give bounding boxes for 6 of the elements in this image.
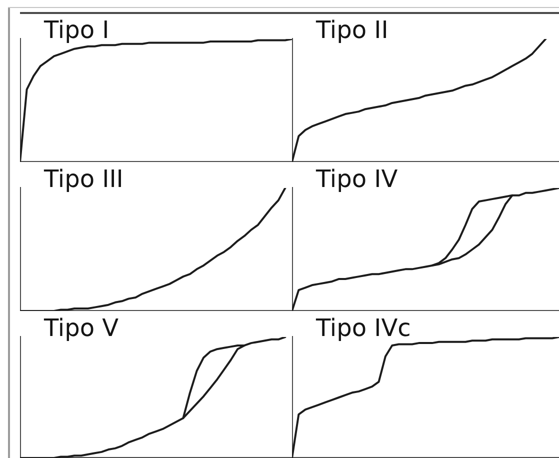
chart-title: Tipo IVc bbox=[315, 314, 411, 342]
chart-title: Tipo IV bbox=[315, 165, 398, 193]
chart-title: Tipo II bbox=[315, 16, 388, 44]
chart-title: Tipo III bbox=[43, 165, 124, 193]
chart-title: Tipo I bbox=[43, 16, 110, 44]
chart-title: Tipo V bbox=[43, 314, 120, 342]
